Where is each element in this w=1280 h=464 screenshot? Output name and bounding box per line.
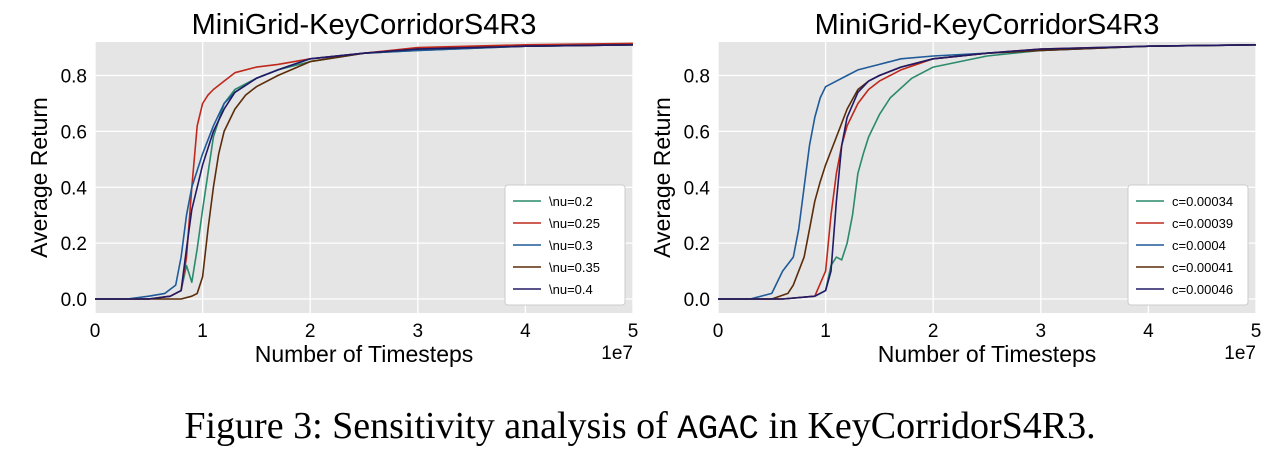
x-tick-label: 5	[628, 321, 639, 342]
series-line-5	[95, 44, 634, 300]
figure-caption: Figure 3: Sensitivity analysis of AGAC i…	[0, 404, 1280, 449]
y-tick-label: 0.6	[61, 122, 87, 143]
caption-suffix: in KeyCorridorS4R3.	[758, 405, 1096, 447]
chart-title: MiniGrid-KeyCorridorS4R3	[815, 9, 1160, 41]
legend: \nu=0.2 \nu=0.25 \nu=0.3 \nu=0.35 \nu=0.4	[504, 184, 626, 306]
legend-label-1: c=0.00034	[1172, 194, 1233, 209]
y-tick-label: 0.6	[684, 122, 710, 143]
x-tick-label: 5	[1251, 321, 1262, 342]
y-tick-label: 0.0	[61, 290, 87, 311]
legend-label-1: \nu=0.2	[549, 194, 593, 209]
caption-prefix: Figure 3: Sensitivity analysis of	[184, 405, 678, 447]
y-tick-label: 0.4	[684, 178, 711, 199]
x-axis-label: Number of Timesteps	[255, 341, 474, 367]
legend-label-5: c=0.00046	[1172, 282, 1233, 297]
chart-panel-1: 0 1 2 3 4 5 0.0 0.2 0.4 0.6 0.8 1e7 MiniGrid-KeyCorr…	[26, 9, 638, 367]
legend-label-2: c=0.00039	[1172, 216, 1233, 231]
x-tick-label: 0	[713, 321, 724, 342]
chart-title: MiniGrid-KeyCorridorS4R3	[192, 9, 537, 41]
y-axis-label: Average Return	[26, 97, 52, 258]
y-tick-label: 0.8	[61, 67, 87, 88]
legend-label-5: \nu=0.4	[549, 282, 593, 297]
x-tick-label: 1	[820, 321, 831, 342]
y-tick-label: 0.8	[684, 67, 710, 88]
series-line-5	[718, 44, 1257, 300]
y-axis-label: Average Return	[649, 97, 675, 258]
x-tick-label: 1	[197, 321, 208, 342]
x-tick-label: 3	[1036, 321, 1047, 342]
y-tick-label: 0.2	[684, 234, 710, 255]
y-tick-label: 0.0	[684, 290, 710, 311]
legend: c=0.00034 c=0.00039 c=0.0004 c=0.00041 c=0.0…	[1127, 184, 1249, 306]
x-multiplier-label: 1e7	[601, 343, 633, 364]
x-tick-label: 4	[1143, 321, 1154, 342]
figure: 0 1 2 3 4 5 0.0 0.2 0.4 0.6 0.8 1e7 MiniGrid-KeyCorr…	[26, 9, 1261, 367]
x-tick-label: 4	[520, 321, 531, 342]
x-multiplier-label: 1e7	[1224, 343, 1256, 364]
legend-box	[504, 184, 626, 306]
x-tick-label: 3	[413, 321, 424, 342]
legend-label-4: \nu=0.35	[549, 260, 600, 275]
y-tick-label: 0.4	[61, 178, 88, 199]
legend-label-3: \nu=0.3	[549, 238, 593, 253]
caption-method: AGAC	[677, 411, 759, 449]
legend-box	[1127, 184, 1249, 306]
x-axis-label: Number of Timesteps	[878, 341, 1097, 367]
x-tick-label: 2	[305, 321, 316, 342]
y-tick-label: 0.2	[61, 234, 87, 255]
chart-panel-2: 0 1 2 3 4 5 0.0 0.2 0.4 0.6 0.8 1e7 MiniGrid-KeyCorr…	[649, 9, 1261, 367]
x-tick-label: 0	[90, 321, 101, 342]
legend-label-3: c=0.0004	[1172, 238, 1226, 253]
x-tick-label: 2	[928, 321, 939, 342]
legend-label-4: c=0.00041	[1172, 260, 1233, 275]
legend-label-2: \nu=0.25	[549, 216, 600, 231]
series-line-3	[718, 44, 1257, 300]
